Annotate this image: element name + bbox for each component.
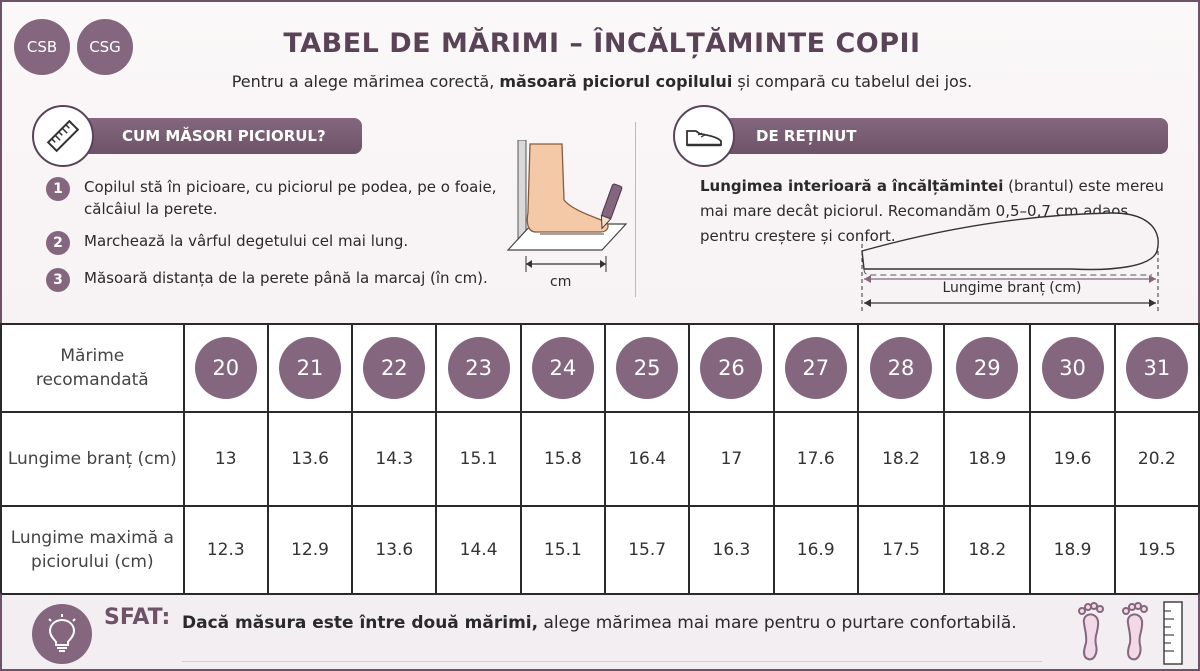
insole-length-cell: 17	[688, 411, 775, 507]
size-circle: 20	[194, 337, 257, 399]
section-divider	[635, 122, 636, 297]
insole-length-cell: 18.2	[856, 411, 946, 507]
footprints-icon	[1078, 602, 1148, 661]
foot-length-cell: 18.2	[943, 505, 1032, 595]
foot-length-cell: 17.5	[856, 505, 946, 595]
insole-length-label: Lungime branț (cm)	[942, 280, 1082, 296]
step-number: 1	[46, 177, 70, 201]
insole-length-cell: 20.2	[1113, 411, 1200, 507]
size-circle: 28	[870, 337, 932, 399]
remember-heading: DE REȚINUT	[702, 118, 1168, 154]
foot-measure-illustration	[506, 140, 628, 272]
measure-heading: CUM MĂSORI PICIORUL?	[68, 118, 362, 154]
badge-csb: CSB	[14, 19, 70, 75]
tip-label: SFAT:	[104, 605, 171, 630]
foot-length-cell: 12.9	[266, 505, 354, 595]
foot-length-cell: 16.9	[772, 505, 859, 595]
size-cell: 21	[266, 323, 354, 413]
insole-length-cell: 17.6	[772, 411, 859, 507]
subtitle-bold: măsoară piciorul copilului	[499, 72, 733, 91]
foot-length-cell: 15.1	[519, 505, 607, 595]
size-circle: 22	[363, 337, 426, 399]
foot-length-cell: 19.5	[1113, 505, 1200, 595]
subtitle-pre: Pentru a alege mărimea corectă,	[231, 72, 500, 91]
row-label-insole: Lungime branț (cm)	[0, 411, 185, 507]
step-1: 1 Copilul stă în picioare, cu piciorul p…	[46, 176, 524, 220]
step-3: 3 Măsoară distanța de la perete până la …	[46, 267, 524, 292]
size-cell: 23	[435, 323, 522, 413]
foot-length-cell: 13.6	[351, 505, 438, 595]
size-cell: 29	[943, 323, 1032, 413]
tip-section: SFAT: Dacă măsura este între două mărimi…	[0, 593, 1200, 671]
size-circle: 25	[616, 337, 679, 399]
size-table: Mărime recomandată 20 21 22 23 24 25 26 27 28 29 3…	[0, 323, 1200, 595]
cm-label: cm	[550, 274, 572, 290]
table-row-size: Mărime recomandată 20 21 22 23 24 25 26 27 28 29 3…	[0, 323, 1200, 413]
size-circle: 30	[1041, 337, 1104, 399]
subtitle-post: și compară cu tabelul dei jos.	[732, 72, 973, 91]
size-circle: 26	[700, 337, 763, 399]
size-cell: 28	[856, 323, 946, 413]
size-cell: 31	[1113, 323, 1200, 413]
row-label-size: Mărime recomandată	[0, 323, 185, 413]
table-row-insole: Lungime branț (cm) 13 13.6 14.3 15.1 15.8 16.…	[0, 411, 1200, 507]
insole-illustration	[861, 212, 1159, 311]
table-row-foot: Lungime maximă a piciorului (cm) 12.3 12.…	[0, 505, 1200, 595]
size-cell: 24	[519, 323, 607, 413]
size-circle: 23	[447, 337, 510, 399]
insole-length-cell: 13	[182, 411, 269, 507]
step-text: Măsoară distanța de la perete până la ma…	[84, 269, 488, 287]
size-cell: 22	[351, 323, 438, 413]
badge-csg: CSG	[77, 19, 133, 75]
remember-body: (brantul) este mereu mai mare decât pici…	[700, 177, 1164, 245]
insole-length-cell: 15.1	[435, 411, 522, 507]
foot-length-cell: 15.7	[604, 505, 691, 595]
tip-divider	[182, 661, 1042, 662]
remember-bold: Lungimea interioară a încălțămintei	[700, 177, 1004, 195]
size-circle: 27	[784, 337, 847, 399]
foot-length-cell: 14.4	[435, 505, 522, 595]
foot-length-cell: 12.3	[182, 505, 269, 595]
foot-length-cell: 16.3	[688, 505, 775, 595]
size-cell: 25	[604, 323, 691, 413]
page-title: TABEL DE MĂRIMI – ÎNCĂLȚĂMINTE COPII	[283, 28, 921, 59]
tip-bold: Dacă măsura este între două mărimi,	[182, 613, 539, 633]
insole-length-cell: 19.6	[1029, 411, 1116, 507]
ruler-icon	[1163, 601, 1183, 665]
insole-length-cell: 18.9	[943, 411, 1032, 507]
foot-length-cell: 18.9	[1029, 505, 1116, 595]
insole-length-cell: 15.8	[519, 411, 607, 507]
row-label-foot: Lungime maximă a piciorului (cm)	[0, 505, 185, 595]
shoe-icon	[673, 105, 735, 167]
lightbulb-icon	[32, 604, 92, 664]
size-circle: 21	[279, 337, 342, 399]
insole-length-cell: 16.4	[604, 411, 691, 507]
tip-body: alege mărimea mai mare pentru o purtare …	[538, 613, 1017, 633]
size-circle: 29	[956, 337, 1019, 399]
size-cell: 27	[772, 323, 859, 413]
page-subtitle: Pentru a alege mărimea corectă, măsoară …	[152, 72, 1052, 91]
insole-length-cell: 14.3	[351, 411, 438, 507]
ruler-icon	[32, 105, 94, 167]
size-cell: 20	[182, 323, 269, 413]
step-text: Marchează la vârful degetului cel mai lu…	[84, 232, 409, 250]
size-cell: 30	[1029, 323, 1116, 413]
step-2: 2 Marchează la vârful degetului cel mai …	[46, 230, 524, 255]
size-cell: 26	[688, 323, 775, 413]
step-text: Copilul stă în picioare, cu piciorul pe …	[84, 178, 497, 218]
tip-text: Dacă măsura este între două mărimi, aleg…	[182, 613, 1017, 633]
remember-text: Lungimea interioară a încălțămintei (bra…	[700, 174, 1180, 249]
step-number: 3	[46, 268, 70, 292]
instructions-section: CSB CSG TABEL DE MĂRIMI – ÎNCĂLȚĂMINTE C…	[0, 0, 1200, 323]
size-circle: 31	[1125, 337, 1188, 399]
insole-length-cell: 13.6	[266, 411, 354, 507]
size-circle: 24	[531, 337, 594, 399]
step-number: 2	[46, 231, 70, 255]
